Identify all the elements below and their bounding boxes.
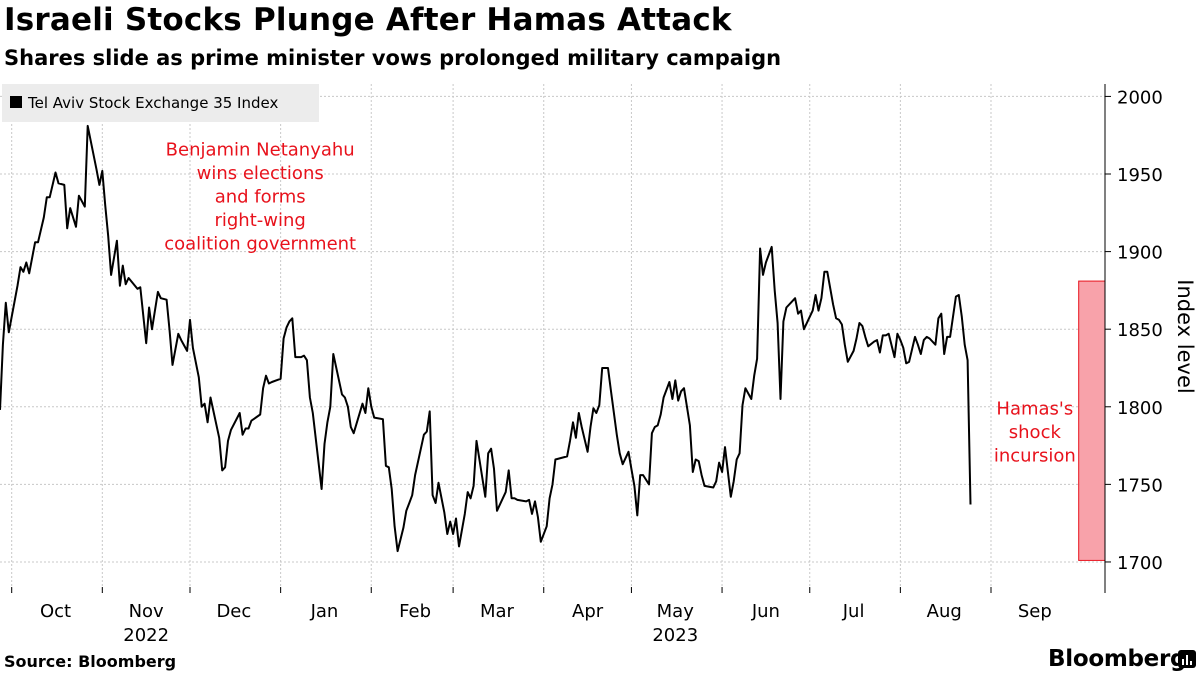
highlight-layer (1078, 280, 1106, 561)
legend: Tel Aviv Stock Exchange 35 Index (2, 84, 319, 122)
attack-highlight (1078, 280, 1106, 561)
x-tick-label: May (657, 601, 695, 622)
annotation-line: right-wing (214, 210, 305, 231)
legend-swatch (10, 96, 22, 108)
x-tick-label: Jun (751, 601, 780, 622)
chart-subtitle: Shares slide as prime minister vows prol… (4, 46, 782, 70)
y-tick-label: 1800 (1117, 398, 1163, 419)
x-tick-label: Apr (572, 601, 604, 622)
y-tick-label: 1750 (1117, 475, 1163, 496)
annotation-line: shock (1009, 422, 1062, 443)
chart-title: Israeli Stocks Plunge After Hamas Attack (4, 2, 732, 38)
annotation-line: incursion (994, 446, 1076, 467)
terminal-icon (1178, 650, 1196, 668)
x-tick-label: Oct (40, 601, 71, 622)
series-line-ta35 (0, 124, 972, 553)
y-tick-label: 1950 (1117, 165, 1163, 186)
annotation-line: and forms (215, 186, 306, 207)
x-tick-label: Sep (1018, 601, 1052, 622)
x-tick-label: Feb (399, 601, 431, 622)
x-tick-label: Mar (480, 601, 515, 622)
x-tick-label: Jan (310, 601, 339, 622)
y-tick-label: 1850 (1117, 320, 1163, 341)
gridlines (0, 84, 1105, 593)
legend-label: Tel Aviv Stock Exchange 35 Index (27, 94, 278, 112)
annotation-line: wins elections (197, 163, 324, 184)
y-tick-label: 2000 (1117, 87, 1163, 108)
axes: 1700 1750 1800 1850 1900 1950 2000 Oct Nov Dec Jan… (11, 84, 1197, 646)
x-year-label: 2022 (123, 625, 169, 646)
annotation-line: Hamas's (996, 399, 1073, 420)
bloomberg-logo: Bloomberg (1048, 646, 1187, 672)
y-axis-label: Index level (1173, 279, 1197, 393)
y-tick-label: 1700 (1117, 553, 1163, 574)
x-tick-label: Jul (842, 601, 865, 622)
x-tick-label: Dec (216, 601, 251, 622)
annotation-line: coalition government (164, 233, 356, 254)
x-tick-label: Nov (129, 601, 164, 622)
x-year-label: 2023 (652, 625, 698, 646)
series-layer (0, 124, 972, 553)
y-tick-label: 1900 (1117, 243, 1163, 264)
source-note: Source: Bloomberg (4, 652, 177, 671)
x-tick-label: Aug (927, 601, 962, 622)
annotation-line: Benjamin Netanyahu (166, 139, 355, 160)
legend-background (2, 84, 319, 122)
